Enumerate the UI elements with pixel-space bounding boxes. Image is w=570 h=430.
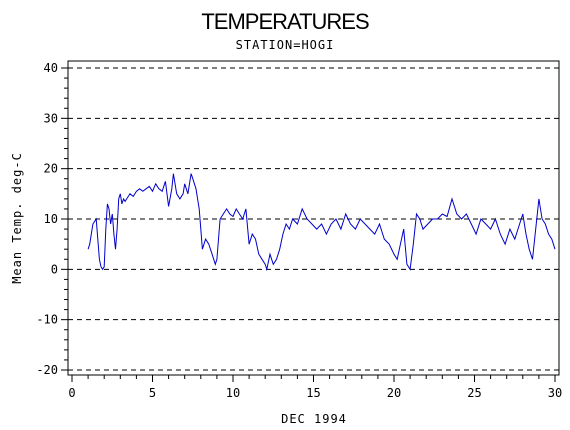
grid-lines	[68, 67, 559, 371]
x-tick-label: 15	[306, 386, 320, 400]
x-tick-label: 25	[467, 386, 481, 400]
y-tick-label: 40	[44, 61, 58, 75]
chart-title: TEMPERATURES	[201, 9, 369, 34]
y-tick-label: 0	[51, 262, 58, 276]
x-tick-label: 30	[548, 386, 562, 400]
y-tick-label: -10	[36, 313, 58, 327]
temperature-line	[87, 173, 556, 272]
x-axis-label: DEC 1994	[281, 412, 347, 426]
y-tick-label: 20	[44, 162, 58, 176]
y-axis: 40 30 20 10 0 -10 -20	[36, 61, 68, 377]
y-axis-label: Mean Temp. deg-C	[10, 152, 24, 284]
chart-subtitle: STATION=HOGI	[236, 38, 335, 52]
x-tick-label: 5	[149, 386, 156, 400]
y-tick-label: 30	[44, 111, 58, 125]
y-tick-label: 10	[44, 212, 58, 226]
x-tick-label: 0	[68, 386, 75, 400]
y-tick-label: -20	[36, 363, 58, 377]
x-axis: 0 5 10 15 20 25 30	[68, 375, 562, 400]
x-tick-label: 10	[226, 386, 240, 400]
x-tick-label: 20	[387, 386, 401, 400]
plot-frame	[67, 60, 560, 376]
